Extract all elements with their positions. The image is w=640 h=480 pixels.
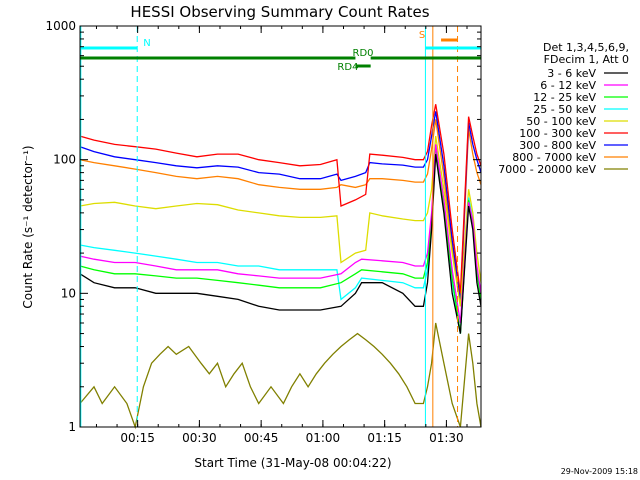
series-line-4 bbox=[79, 136, 482, 307]
legend-header-1: FDecim 1, Att 0 bbox=[544, 53, 629, 66]
legend-label-4: 50 - 100 keV bbox=[526, 115, 596, 128]
x-tick-label-2: 00:45 bbox=[244, 431, 279, 445]
legend: Det 1,3,4,5,6,9,FDecim 1, Att 03 - 6 keV… bbox=[498, 41, 629, 176]
legend-label-8: 7000 - 20000 keV bbox=[498, 163, 596, 176]
y-axis-label: Count Rate (s⁻¹ detector⁻¹) bbox=[21, 145, 35, 308]
legend-label-1: 6 - 12 keV bbox=[540, 79, 596, 92]
y-tick-label-2: 100 bbox=[53, 153, 76, 167]
legend-label-7: 800 - 7000 keV bbox=[512, 151, 596, 164]
footer-timestamp: 29-Nov-2009 15:18 bbox=[561, 467, 638, 476]
legend-label-2: 12 - 25 keV bbox=[533, 91, 596, 104]
legend-label-3: 25 - 50 keV bbox=[533, 103, 596, 116]
legend-label-6: 300 - 800 keV bbox=[519, 139, 596, 152]
y-tick-label-1: 10 bbox=[61, 286, 76, 300]
series-line-2 bbox=[79, 149, 482, 334]
annotation-layer: N RD0 RD4 S bbox=[80, 30, 481, 73]
series-line-6 bbox=[79, 111, 482, 300]
series-layer bbox=[79, 104, 482, 430]
x-tick-label-4: 01:15 bbox=[367, 431, 402, 445]
x-tick-label-0: 00:15 bbox=[120, 431, 155, 445]
vertical-marker-layer bbox=[80, 26, 482, 427]
x-tick-label-1: 00:30 bbox=[182, 431, 217, 445]
x-tick-label-3: 01:00 bbox=[306, 431, 341, 445]
series-line-3 bbox=[79, 146, 482, 334]
x-axis-label: Start Time (31-May-08 00:04:22) bbox=[194, 456, 391, 470]
series-line-0 bbox=[79, 154, 482, 334]
series-line-8 bbox=[79, 322, 482, 430]
annotation-label-0: N bbox=[143, 38, 150, 49]
axis-layer: 00:15 00:30 00:45 01:00 01:15 01:30 1 10 100 1000 bbox=[45, 19, 481, 445]
annotation-label-2: RD0 bbox=[353, 48, 374, 59]
annotation-label-3: RD4 bbox=[337, 62, 358, 73]
annotation-label-4: S bbox=[419, 30, 425, 41]
series-line-5 bbox=[79, 104, 482, 294]
series-line-1 bbox=[79, 144, 482, 324]
legend-label-5: 100 - 300 keV bbox=[519, 127, 596, 140]
y-tick-label-0: 1 bbox=[68, 420, 76, 434]
x-tick-label-5: 01:30 bbox=[429, 431, 464, 445]
legend-label-0: 3 - 6 keV bbox=[547, 67, 596, 80]
chart-title: HESSI Observing Summary Count Rates bbox=[130, 3, 429, 21]
y-tick-label-3: 1000 bbox=[45, 19, 76, 33]
series-line-7 bbox=[79, 119, 482, 307]
plot-frame bbox=[79, 25, 482, 428]
legend-header-0: Det 1,3,4,5,6,9, bbox=[543, 41, 629, 54]
